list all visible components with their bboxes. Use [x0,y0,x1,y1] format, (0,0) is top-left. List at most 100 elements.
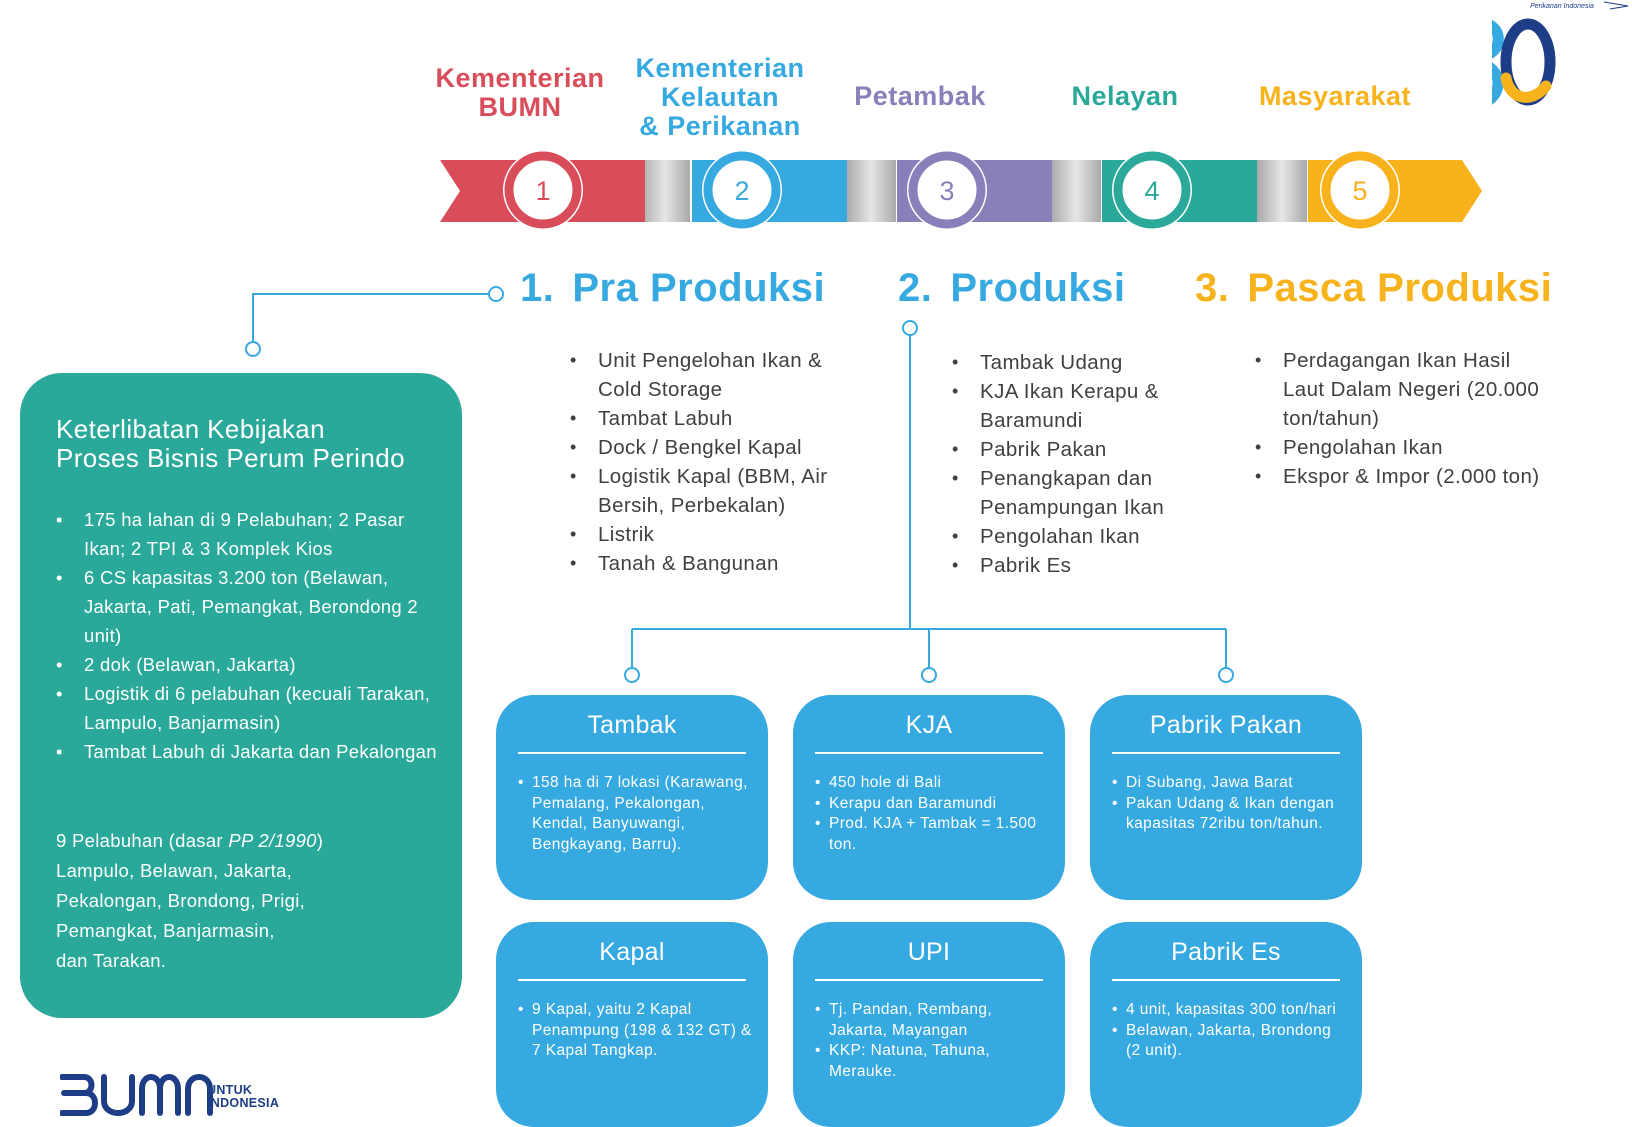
list-item: 6 CS kapasitas 3.200 ton (Belawan, Jakar… [56,563,446,650]
ports-heading-italic: PP 2/1990 [228,830,317,851]
connector-produksi-to-cards [631,335,1227,668]
connector-node [1218,667,1234,683]
ribbon-badge-4: 4 [1112,150,1192,230]
ribbon-connector [846,160,896,222]
badge-number: 3 [939,176,954,206]
card-divider [815,752,1043,754]
ribbon-badge-3: 3 [907,150,987,230]
badge-number: 2 [734,176,749,206]
policy-panel: Keterlibatan Kebijakan Proses Bisnis Per… [20,373,462,1018]
card-title: Tambak [587,711,677,739]
card-title: Pabrik Es [1171,938,1281,966]
ribbon-connector [1051,160,1101,222]
ports-heading-end: ) [316,830,324,851]
list-item: Pabrik Pakan [952,435,1182,464]
bumn-tagline: UNTUK INDONESIA [207,1084,279,1110]
list-item: Tambat Labuh [570,404,860,433]
section-number: 1. [520,266,555,310]
list-item: KKP: Natuna, Tahuna, Merauke. [815,1041,1049,1082]
list-item: 158 ha di 7 lokasi (Karawang, Pemalang, … [518,773,752,855]
list-item: Logistik Kapal (BBM, Air Bersih, Perbeka… [570,462,860,520]
stakeholder-label-petambak: Petambak [820,82,1020,111]
policy-title-line: Keterlibatan Kebijakan [56,414,325,444]
card-divider [518,979,746,981]
list-item: 2 dok (Belawan, Jakarta) [56,650,446,679]
section-number: 2. [898,266,933,310]
list-item: 450 hole di Bali [815,773,1049,794]
section-title-pra-produksi: 1. Pra Produksi [520,266,825,311]
card-divider [518,752,746,754]
stakeholder-line: Nelayan [1071,81,1179,111]
list-item: Di Subang, Jawa Barat [1112,773,1346,794]
connector-node [921,667,937,683]
card-list: Tj. Pandan, Rembang, Jakarta, Mayangan K… [815,1000,1049,1082]
card-tambak: Tambak 158 ha di 7 lokasi (Karawang, Pem… [496,695,768,900]
card-list: 4 unit, kapasitas 300 ton/hari Belawan, … [1112,1000,1346,1062]
perikanan-indonesia-30-logo: Perikanan Indonesia [1492,1,1629,106]
list-item: Tj. Pandan, Rembang, Jakarta, Mayangan [815,1000,1049,1041]
stakeholder-label-masyarakat: Masyarakat [1240,82,1430,111]
list-item: Tanah & Bangunan [570,549,860,578]
list-item: 9 Kapal, yaitu 2 Kapal Penampung (198 & … [518,1000,752,1062]
ribbon-badge-2: 2 [702,150,782,230]
connector-node [624,667,640,683]
connector-node [488,286,504,302]
policy-title-line: Proses Bisnis Perum Perindo [56,443,405,473]
stakeholder-line: BUMN [478,92,562,122]
ribbon-connector [640,160,690,222]
list-item: Penangkapan dan Penampungan Ikan [952,464,1182,522]
list-item: Tambat Labuh di Jakarta dan Pekalongan [56,737,446,766]
list-item: Pakan Udang & Ikan dengan kapasitas 72ri… [1112,794,1346,835]
list-item: Ekspor & Impor (2.000 ton) [1255,462,1540,491]
card-list: 450 hole di Bali Kerapu dan Baramundi Pr… [815,773,1049,855]
card-title: Kapal [599,938,665,966]
connector-node [902,320,918,336]
card-upi: UPI Tj. Pandan, Rembang, Jakarta, Mayang… [793,922,1065,1127]
ports-block: 9 Pelabuhan (dasar PP 2/1990) Lampulo, B… [56,826,436,976]
stakeholder-line: Masyarakat [1258,81,1412,111]
card-list: 9 Kapal, yaitu 2 Kapal Penampung (198 & … [518,1000,752,1062]
pra-produksi-list: Unit Pengelohan Ikan & Cold Storage Tamb… [570,346,860,578]
card-title: UPI [907,938,951,966]
list-item: Unit Pengelohan Ikan & Cold Storage [570,346,860,404]
section-title: Pra Produksi [572,266,826,310]
bumn-tag-line: UNTUK [207,1083,253,1097]
section-number: 3. [1195,266,1230,310]
list-item: Tambak Udang [952,348,1182,377]
card-divider [1112,752,1340,754]
connector-panel-to-pra [252,293,488,348]
card-divider [1112,979,1340,981]
section-title-pasca-produksi: 3. Pasca Produksi [1195,266,1552,311]
card-title: Pabrik Pakan [1149,711,1303,739]
ribbon-badge-5: 5 [1320,150,1400,230]
card-pabrik-pakan: Pabrik Pakan Di Subang, Jawa Barat Pakan… [1090,695,1362,900]
card-pabrik-es: Pabrik Es 4 unit, kapasitas 300 ton/hari… [1090,922,1362,1127]
list-item: Kerapu dan Baramundi [815,794,1049,815]
logo-caption: Perikanan Indonesia [1530,3,1594,10]
ports-line: Pekalongan, Brondong, Prigi, [56,890,306,911]
stakeholder-label-nelayan: Nelayan [1030,82,1220,111]
policy-list: 175 ha lahan di 9 Pelabuhan; 2 Pasar Ika… [56,505,446,766]
ports-heading: 9 Pelabuhan (dasar PP 2/1990) [56,826,436,856]
badge-number: 5 [1352,176,1367,206]
list-item: Pabrik Es [952,551,1182,580]
list-item: 175 ha lahan di 9 Pelabuhan; 2 Pasar Ika… [56,505,446,563]
ports-line: Pemangkat, Banjarmasin, [56,920,275,941]
card-divider [815,979,1043,981]
card-list: 158 ha di 7 lokasi (Karawang, Pemalang, … [518,773,752,855]
stakeholder-label-kementerian-bumn: Kementerian BUMN [430,64,610,122]
connector-node [245,341,261,357]
list-item: Perdagangan Ikan Hasil Laut Dalam Negeri… [1255,346,1540,433]
ribbon-connector [1257,160,1307,222]
ports-line: dan Tarakan. [56,950,167,971]
card-title: KJA [905,711,953,739]
badge-number: 4 [1144,176,1159,206]
section-title: Produksi [950,266,1126,310]
list-item: 4 unit, kapasitas 300 ton/hari [1112,1000,1346,1021]
card-kapal: Kapal 9 Kapal, yaitu 2 Kapal Penampung (… [496,922,768,1127]
stakeholder-line: Kelautan [660,82,780,112]
ports-heading-text: 9 Pelabuhan (dasar [56,830,229,851]
list-item: Pengolahan Ikan [1255,433,1540,462]
list-item: KJA Ikan Kerapu & Baramundi [952,377,1182,435]
